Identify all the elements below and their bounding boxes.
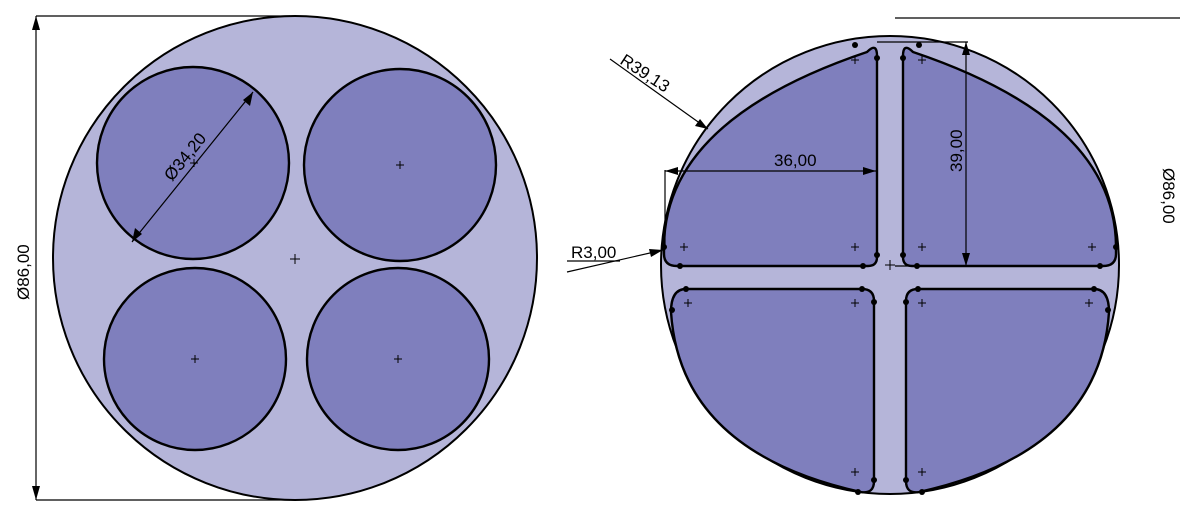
left-center-marks: [190, 159, 404, 363]
right-view: R39,13 36,00 39,00 R3,00: [566, 17, 1180, 495]
right-pocket-bottom-left: [669, 287, 876, 494]
right-pocket-bottom-right: [904, 287, 1111, 494]
right-width-label: 36,00: [774, 151, 817, 170]
right-center-marks: [680, 56, 1096, 476]
right-corner-radius-label: R3,00: [571, 243, 616, 262]
right-outer-radius-label: R39,13: [617, 50, 673, 96]
right-corner-radius-dimension: R3,00: [566, 243, 664, 273]
left-plate-diameter-dimension: Ø86,00: [14, 15, 290, 501]
right-plate-diameter-dimension: Ø86,00: [895, 17, 1180, 224]
right-vertex-points: [661, 42, 1119, 495]
right-height-dimension: 39,00: [877, 41, 970, 267]
right-height-label: 39,00: [947, 129, 966, 172]
left-view: Ø34,20 Ø86,00: [14, 15, 538, 501]
left-plate-diameter-label: Ø86,00: [14, 244, 33, 300]
right-plate-diameter-label: Ø86,00: [1159, 168, 1178, 224]
right-outer-radius-dimension: R39,13: [609, 50, 709, 130]
right-width-dimension: 36,00: [664, 151, 876, 245]
